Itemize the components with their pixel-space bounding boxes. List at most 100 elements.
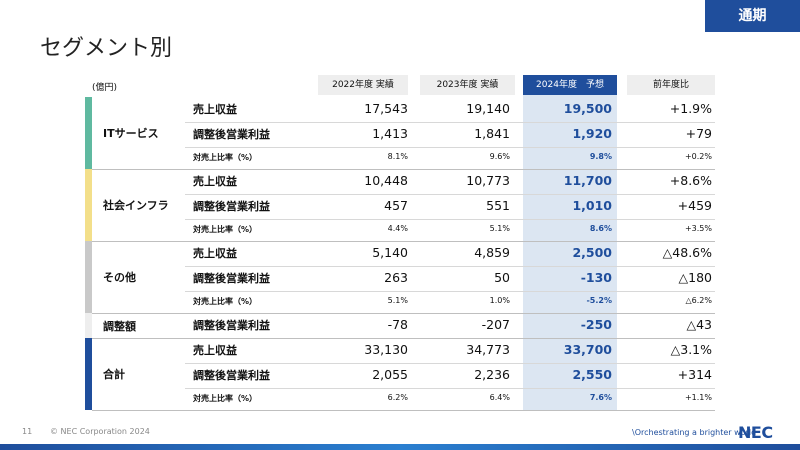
group-divider [92, 169, 715, 170]
group-bar [85, 313, 92, 338]
cell: +3.5% [684, 224, 712, 234]
badge: 通期 [705, 0, 800, 32]
row-label: 対売上比率（%） [193, 153, 258, 163]
cell: 2,055 [372, 366, 408, 382]
row-divider [185, 147, 715, 148]
column-header: 2023年度 実績 [420, 75, 515, 95]
row-label: 対売上比率（%） [193, 394, 258, 404]
group-divider [92, 313, 715, 314]
cell: +314 [677, 366, 712, 382]
cell: 2,550 [572, 366, 612, 382]
cell: 5.1% [489, 224, 510, 234]
cell: +8.6% [669, 172, 712, 188]
cell: 1,413 [372, 125, 408, 141]
cell: +79 [685, 125, 712, 141]
group-divider [92, 338, 715, 339]
row-label: 売上収益 [193, 102, 237, 116]
cell: 10,448 [364, 172, 408, 188]
row-label: 売上収益 [193, 246, 237, 260]
cell: 1,841 [474, 125, 510, 141]
group-label: ITサービス [103, 127, 159, 140]
cell: 5,140 [372, 244, 408, 260]
cell: 2,236 [474, 366, 510, 382]
row-label: 調整後営業利益 [193, 318, 270, 332]
cell: +1.1% [684, 393, 712, 403]
title: セグメント別 [40, 36, 173, 61]
copyright: © NEC Corporation 2024 [50, 427, 150, 436]
group-bar [85, 169, 92, 241]
cell: △6.2% [685, 296, 712, 306]
cell: -250 [580, 316, 612, 332]
row-label: 調整後営業利益 [193, 127, 270, 141]
column-header: 2024年度 予想 [523, 75, 617, 95]
cell: △180 [678, 269, 712, 285]
row-label: 対売上比率（%） [193, 225, 258, 235]
cell: 4,859 [474, 244, 510, 260]
cell: 6.2% [387, 393, 408, 403]
cell: 1,920 [572, 125, 612, 141]
cell: 8.6% [589, 224, 612, 234]
cell: 11,700 [563, 172, 612, 188]
row-divider [185, 291, 715, 292]
cell: 34,773 [466, 341, 510, 357]
footer-bar [0, 444, 800, 450]
cell: 33,700 [563, 341, 612, 357]
cell: 1,010 [572, 197, 612, 213]
group-bar [85, 241, 92, 313]
group-divider [92, 410, 715, 411]
unit: (億円) [92, 83, 118, 93]
row-label: 調整後営業利益 [193, 199, 270, 213]
cell: 19,500 [563, 100, 612, 116]
cell: 551 [486, 197, 510, 213]
row-divider [185, 266, 715, 267]
cell: +459 [677, 197, 712, 213]
cell: △43 [686, 316, 712, 332]
row-divider [185, 363, 715, 364]
cell: +0.2% [684, 152, 712, 162]
column-header: 2022年度 実績 [318, 75, 408, 95]
page-number: 11 [22, 427, 33, 436]
cell: -5.2% [586, 296, 612, 306]
group-label: 社会インフラ [103, 199, 169, 212]
cell: 9.6% [489, 152, 510, 162]
row-divider [185, 388, 715, 389]
cell: 6.4% [489, 393, 510, 403]
row-label: 対売上比率（%） [193, 297, 258, 307]
group-bar [85, 97, 92, 169]
cell: -207 [481, 316, 510, 332]
row-label: 調整後営業利益 [193, 368, 270, 382]
cell: 1.0% [489, 296, 510, 306]
row-divider [185, 194, 715, 195]
cell: 5.1% [387, 296, 408, 306]
row-divider [185, 122, 715, 123]
cell: 8.1% [387, 152, 408, 162]
cell: 9.8% [589, 152, 612, 162]
group-bar [85, 338, 92, 410]
cell: 50 [494, 269, 510, 285]
cell: 17,543 [364, 100, 408, 116]
cell: +1.9% [669, 100, 712, 116]
tagline: \Orchestrating a brighter world [632, 428, 757, 437]
cell: -130 [580, 269, 612, 285]
group-label: 調整額 [103, 319, 136, 333]
group-label: その他 [103, 271, 136, 284]
group-label: 合計 [103, 368, 125, 381]
column-header: 前年度比 [627, 75, 715, 95]
cell: 263 [384, 269, 408, 285]
row-label: 調整後営業利益 [193, 271, 270, 285]
cell: 4.4% [387, 224, 408, 234]
row-label: 売上収益 [193, 343, 237, 357]
row-label: 売上収益 [193, 174, 237, 188]
cell: △48.6% [662, 244, 712, 260]
cell: 10,773 [466, 172, 510, 188]
cell: 33,130 [364, 341, 408, 357]
cell: 19,140 [466, 100, 510, 116]
group-divider [92, 241, 715, 242]
row-divider [185, 219, 715, 220]
logo: NEC [738, 423, 773, 442]
cell: -78 [387, 316, 408, 332]
cell: △3.1% [670, 341, 712, 357]
cell: 457 [384, 197, 408, 213]
cell: 2,500 [572, 244, 612, 260]
